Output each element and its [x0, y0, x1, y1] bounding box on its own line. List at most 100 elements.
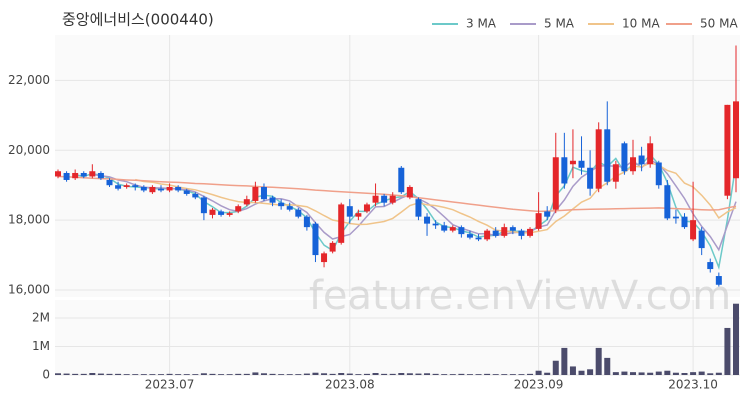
- volume-bar: [492, 374, 499, 375]
- volume-bar: [681, 373, 688, 375]
- candle-body: [612, 164, 619, 182]
- candle-body: [389, 195, 396, 203]
- candle-body: [209, 209, 216, 215]
- candle-body: [157, 188, 164, 191]
- volume-bar: [724, 327, 731, 375]
- candle-body: [235, 206, 242, 212]
- candle-body: [501, 227, 508, 236]
- volume-bar: [484, 373, 491, 375]
- volume-bar: [355, 374, 362, 375]
- volume-bar: [501, 374, 508, 375]
- candle-body: [621, 143, 628, 172]
- volume-bar: [72, 373, 79, 375]
- candle-body: [449, 227, 456, 231]
- candle-body: [346, 206, 353, 217]
- y-tick-label: 0: [42, 368, 50, 382]
- legend-label: 3 MA: [466, 17, 497, 31]
- volume-bar: [243, 373, 250, 375]
- volume-bar: [544, 372, 551, 375]
- volume-bar: [406, 373, 413, 375]
- volume-bar: [252, 372, 259, 375]
- legend-label: 5 MA: [544, 17, 575, 31]
- candle-body: [372, 195, 379, 203]
- candle-body: [398, 167, 405, 193]
- volume-bar: [630, 372, 637, 375]
- volume-bar: [166, 373, 173, 375]
- legend-label: 50 MA: [700, 17, 738, 31]
- volume-bar: [655, 371, 662, 375]
- candle-body: [578, 160, 585, 168]
- candle-body: [604, 129, 611, 182]
- volume-bar: [80, 373, 87, 375]
- candle-body: [458, 227, 465, 235]
- candle-body: [406, 186, 413, 198]
- candle-body: [269, 197, 276, 203]
- volume-bar: [89, 373, 96, 375]
- candle-body: [132, 185, 139, 187]
- volume-bar: [441, 374, 448, 375]
- candle-body: [97, 172, 104, 179]
- candle-body: [200, 197, 207, 214]
- y-tick-label: 2M: [32, 310, 50, 324]
- volume-bar: [269, 373, 276, 375]
- volume-bar: [561, 347, 568, 375]
- x-tick-label: 2023.08: [325, 378, 375, 392]
- candle-body: [321, 253, 328, 263]
- candle-body: [286, 206, 293, 210]
- volume-bar: [690, 372, 697, 375]
- volume-bar: [552, 360, 559, 375]
- candle-body: [166, 186, 173, 191]
- candle-body: [243, 199, 250, 205]
- candle-body: [218, 211, 225, 215]
- volume-bar: [527, 373, 534, 375]
- candle-body: [80, 172, 87, 177]
- candle-body: [252, 186, 259, 201]
- candle-body: [569, 160, 576, 165]
- volume-bar: [63, 373, 70, 375]
- volume-bar: [260, 373, 267, 375]
- volume-bar: [664, 370, 671, 375]
- candle-body: [595, 129, 602, 189]
- volume-bar: [466, 374, 473, 375]
- candle-body: [630, 157, 637, 172]
- candle-body: [312, 223, 319, 256]
- volume-bar: [286, 374, 293, 375]
- candle-body: [72, 172, 79, 179]
- volume-bar: [672, 372, 679, 375]
- candle-body: [492, 230, 499, 236]
- volume-bar: [398, 373, 405, 375]
- volume-bar: [226, 374, 233, 375]
- candle-body: [149, 186, 156, 193]
- candle-body: [724, 104, 731, 196]
- candle-body: [415, 199, 422, 217]
- volume-bar: [535, 370, 542, 375]
- volume-bar: [638, 372, 645, 375]
- volume-bar: [295, 374, 302, 375]
- volume-bar: [389, 373, 396, 375]
- candle-body: [63, 172, 70, 180]
- volume-bar: [192, 374, 199, 375]
- volume-bar: [604, 357, 611, 375]
- volume-bar: [278, 374, 285, 375]
- candle-body: [441, 225, 448, 231]
- candle-body: [664, 185, 671, 219]
- volume-bar: [235, 373, 242, 375]
- volume-bar: [346, 373, 353, 375]
- volume-bar: [707, 373, 714, 375]
- volume-bar: [140, 374, 147, 375]
- volume-bar: [321, 373, 328, 375]
- volume-bar: [475, 374, 482, 375]
- candle-body: [466, 234, 473, 238]
- candle-body: [527, 228, 534, 236]
- volume-bar: [55, 373, 61, 375]
- volume-bar: [587, 369, 594, 375]
- volume-bar: [157, 374, 164, 375]
- chart-title: 중앙에너비스(000440): [62, 11, 214, 29]
- candle-body: [183, 190, 190, 194]
- y-tick-label: 22,000: [8, 73, 50, 87]
- volume-bar: [106, 373, 113, 375]
- candle-body: [260, 186, 267, 200]
- candle-body: [698, 230, 705, 249]
- volume-bar: [97, 373, 104, 375]
- candle-body: [89, 171, 96, 177]
